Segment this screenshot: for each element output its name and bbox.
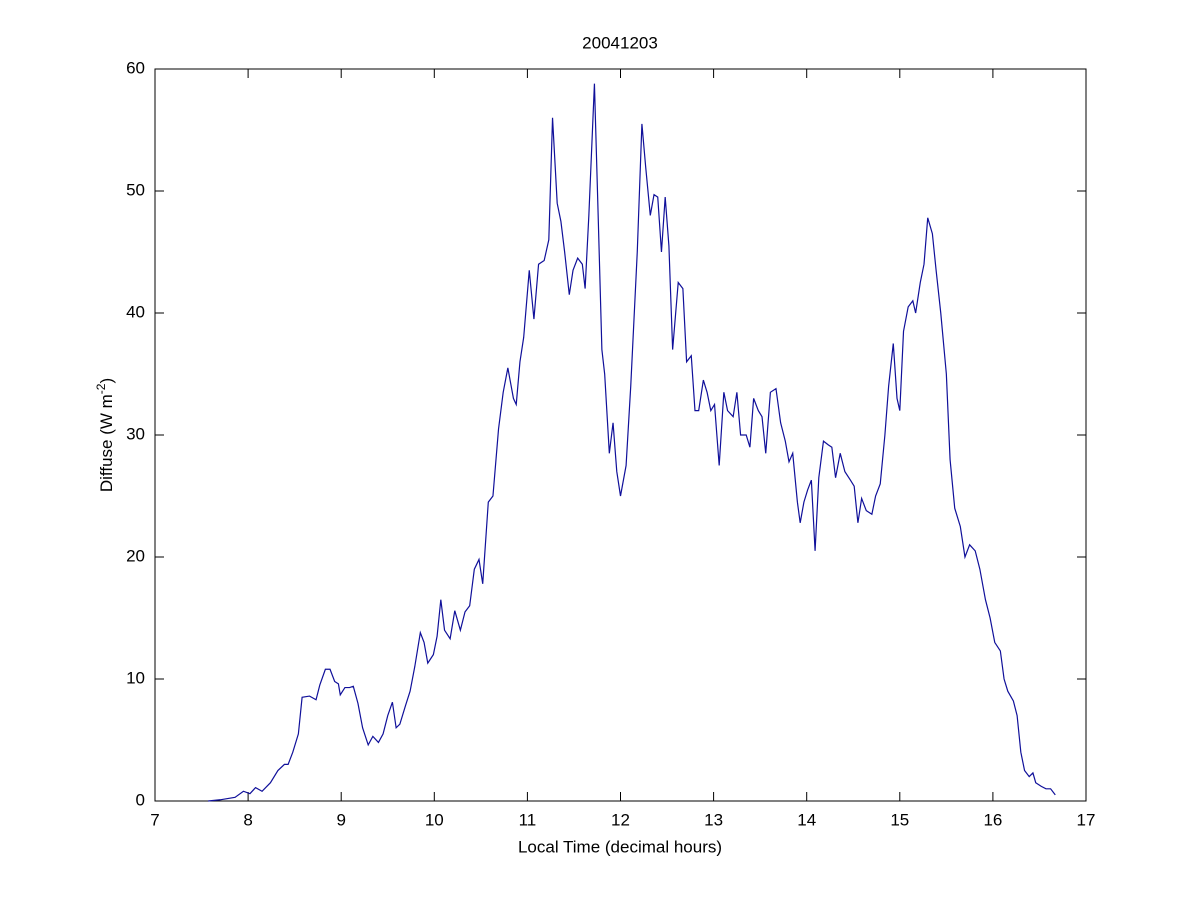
x-tick-label: 12 <box>611 810 630 829</box>
y-axis-label-superscript: -2 <box>94 383 108 394</box>
y-tick-label: 50 <box>126 180 145 199</box>
y-axis-label: Diffuse (W m-2) <box>94 378 116 492</box>
axes-box <box>154 68 1087 802</box>
y-tick-label: 0 <box>136 790 145 809</box>
x-tick-label: 13 <box>704 810 723 829</box>
x-tick-label: 10 <box>425 810 444 829</box>
y-tick-label: 20 <box>126 546 145 565</box>
y-tick-label: 60 <box>126 58 145 77</box>
x-tick-label: 8 <box>243 810 252 829</box>
x-tick-label: 17 <box>1077 810 1096 829</box>
chart-title: 20041203 <box>582 33 658 52</box>
y-tick-label: 30 <box>126 424 145 443</box>
y-axis-label-text: Diffuse (W m <box>97 394 116 492</box>
x-tick-label: 9 <box>336 810 345 829</box>
x-tick-label: 11 <box>519 810 537 829</box>
x-axis-label: Local Time (decimal hours) <box>518 837 722 856</box>
x-tick-label: 7 <box>150 810 159 829</box>
y-axis-label-suffix: ) <box>97 378 116 384</box>
y-tick-label: 40 <box>126 302 145 321</box>
x-tick-label: 15 <box>890 810 909 829</box>
y-tick-label: 10 <box>126 668 145 687</box>
x-tick-label: 16 <box>983 810 1002 829</box>
data-line <box>208 83 1056 802</box>
x-tick-label: 14 <box>797 810 816 829</box>
